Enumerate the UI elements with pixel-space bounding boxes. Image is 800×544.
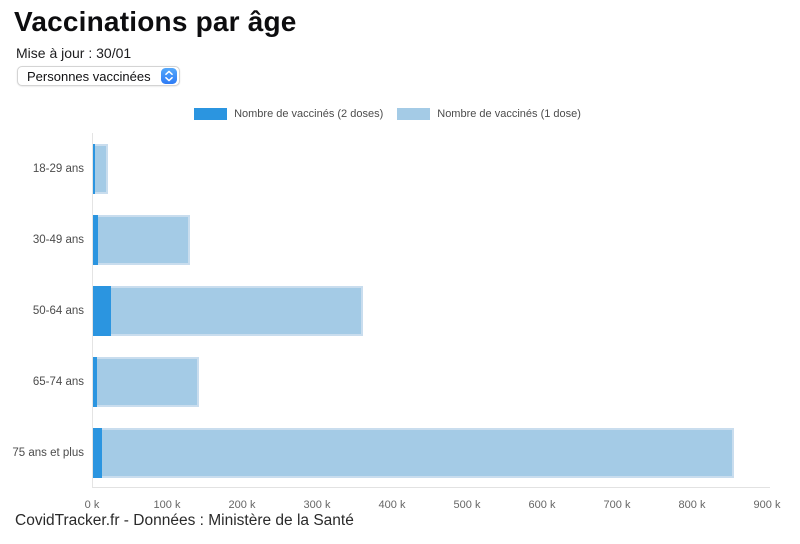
legend-label: Nombre de vaccinés (1 dose) <box>437 108 581 120</box>
metric-select[interactable]: Personnes vaccinées <box>17 66 180 86</box>
x-axis-tick: 300 k <box>303 499 331 511</box>
x-axis-tick: 400 k <box>378 499 406 511</box>
bar-segment-2-doses[interactable] <box>93 285 111 336</box>
bar-segment-1-dose[interactable] <box>94 143 108 194</box>
category-label: 18-29 ans <box>32 162 84 175</box>
bar-row <box>93 285 363 336</box>
source-attribution: CovidTracker.fr - Données : Ministère de… <box>15 512 354 529</box>
metric-select-value: Personnes vaccinées <box>27 68 151 84</box>
bar-segment-1-dose[interactable] <box>111 285 363 336</box>
bar-segment-1-dose[interactable] <box>96 356 199 407</box>
bar-row <box>93 356 199 407</box>
bar-chart-plot <box>92 133 770 488</box>
category-label: 30-49 ans <box>32 233 84 246</box>
bar-segment-2-doses[interactable] <box>93 143 95 194</box>
page-title: Vaccinations par âge <box>14 6 297 37</box>
bar-segment-2-doses[interactable] <box>93 214 99 265</box>
x-axis-tick: 700 k <box>603 499 631 511</box>
x-axis-tick: 500 k <box>453 499 481 511</box>
legend-label: Nombre de vaccinés (2 doses) <box>234 108 384 120</box>
x-axis-tick: 600 k <box>528 499 556 511</box>
select-stepper-icon <box>161 68 177 84</box>
bar-segment-1-dose[interactable] <box>98 214 190 265</box>
chart-legend: Nombre de vaccinés (2 doses) Nombre de va… <box>0 108 775 120</box>
x-axis-tick: 900 k <box>753 499 781 511</box>
legend-swatch-2-doses <box>194 108 228 120</box>
bar-segment-2-doses[interactable] <box>93 356 97 407</box>
category-label: 75 ans et plus <box>12 446 84 459</box>
x-axis-tick: 0 k <box>84 499 100 511</box>
category-label: 65-74 ans <box>32 375 84 388</box>
update-date-label: Mise à jour : 30/01 <box>16 45 132 61</box>
bar-segment-1-dose[interactable] <box>102 427 735 478</box>
legend-item-2-doses[interactable]: Nombre de vaccinés (2 doses) <box>194 108 383 120</box>
x-axis-tick: 800 k <box>678 499 706 511</box>
bar-segment-2-doses[interactable] <box>93 427 102 478</box>
legend-item-1-dose[interactable]: Nombre de vaccinés (1 dose) <box>397 108 581 120</box>
x-axis-tick: 100 k <box>153 499 181 511</box>
bar-row <box>93 427 735 478</box>
category-label: 50-64 ans <box>32 304 84 317</box>
x-axis-tick: 200 k <box>228 499 256 511</box>
legend-swatch-1-dose <box>397 108 431 120</box>
bar-row <box>93 143 108 194</box>
bar-row <box>93 214 190 265</box>
